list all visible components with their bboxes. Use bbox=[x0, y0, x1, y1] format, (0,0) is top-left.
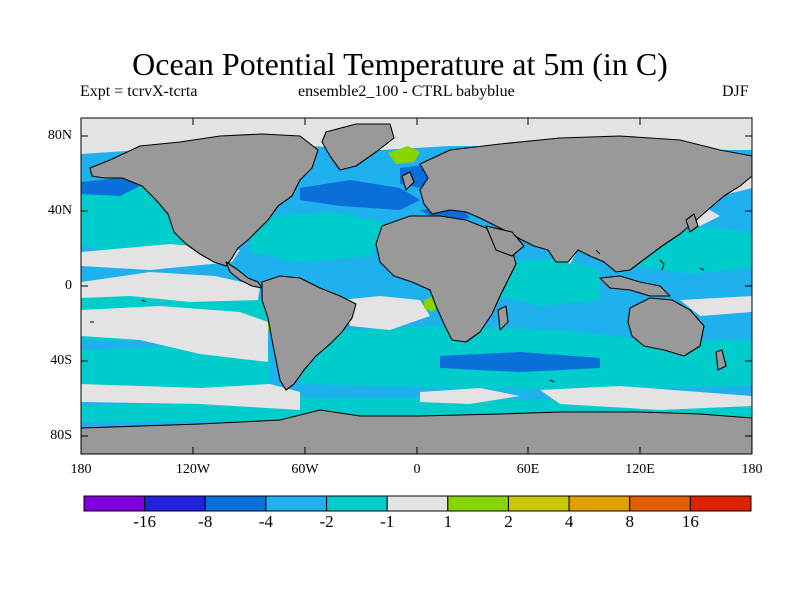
anomaly-region bbox=[500, 258, 600, 306]
greenland-landmass bbox=[321, 123, 395, 171]
colorbar-label: 8 bbox=[625, 512, 634, 531]
colorbar-label: -2 bbox=[319, 512, 334, 531]
anomaly-region bbox=[300, 180, 420, 210]
colorbar-label: -1 bbox=[380, 512, 395, 531]
australia-landmass bbox=[627, 297, 705, 357]
anomaly-region bbox=[250, 212, 385, 262]
colorbar-swatch bbox=[386, 495, 449, 512]
colorbar-label: 16 bbox=[681, 512, 699, 531]
lat-label-40n: 40N bbox=[47, 203, 72, 218]
positive-anomaly-region bbox=[388, 146, 420, 164]
lat-label-80n: 80N bbox=[47, 128, 72, 143]
lon-label-60w: 60W bbox=[291, 462, 319, 477]
new-zealand-landmass bbox=[715, 349, 727, 371]
season-label: DJF bbox=[722, 83, 749, 100]
anomaly-region bbox=[440, 352, 600, 372]
land-masses bbox=[81, 123, 752, 454]
colorbar-swatch bbox=[507, 495, 570, 512]
near-zero-region bbox=[420, 388, 520, 404]
uk-landmass bbox=[401, 171, 415, 191]
lon-label-60e: 60E bbox=[516, 462, 540, 477]
maritime-continent-landmass bbox=[599, 275, 671, 297]
south-america-landmass bbox=[261, 275, 357, 391]
madagascar-landmass bbox=[497, 305, 509, 331]
colorbar-swatch bbox=[629, 495, 691, 512]
lon-tick-marks bbox=[192, 118, 641, 454]
colorbar-swatch bbox=[144, 495, 206, 512]
lon-label-120w: 120W bbox=[175, 462, 211, 477]
lon-label-0: 0 bbox=[413, 462, 421, 477]
near-zero-region bbox=[81, 306, 268, 362]
colorbar-swatch bbox=[689, 495, 752, 512]
colorbar-swatch bbox=[447, 495, 509, 512]
near-zero-region bbox=[81, 384, 300, 410]
island-outline bbox=[699, 267, 705, 271]
island-outline bbox=[595, 249, 601, 255]
colorbar-swatch bbox=[83, 495, 146, 512]
near-zero-region bbox=[680, 296, 752, 316]
colorbar-label: 2 bbox=[504, 512, 513, 531]
colorbar-label: -4 bbox=[258, 512, 273, 531]
near-zero-region bbox=[340, 296, 430, 330]
map-panel bbox=[81, 118, 752, 454]
lat-label-80s: 80S bbox=[50, 428, 72, 443]
experiment-label: Expt = tcrvX-tcrta bbox=[80, 83, 198, 100]
colorbar-label: -8 bbox=[198, 512, 213, 531]
colorbar-label: 1 bbox=[443, 512, 453, 531]
antarctica-landmass bbox=[81, 409, 752, 454]
ensemble-label: ensemble2_100 - CTRL babyblue bbox=[298, 83, 515, 100]
colorbar-swatch bbox=[568, 495, 631, 512]
lat-label-equator: 0 bbox=[65, 278, 72, 293]
island-outlines bbox=[90, 249, 705, 383]
lon-label-120e: 120E bbox=[625, 462, 655, 477]
colorbar bbox=[83, 495, 752, 512]
near-zero-region bbox=[540, 386, 752, 410]
colorbar-label: -16 bbox=[133, 512, 156, 531]
lon-label-180w: 180 bbox=[70, 462, 92, 477]
eurasia-landmass bbox=[419, 135, 752, 273]
north-america-landmass bbox=[89, 133, 319, 267]
japan-landmass bbox=[685, 213, 699, 233]
anomaly-region bbox=[81, 346, 270, 392]
africa-landmass bbox=[375, 215, 517, 343]
lon-label-180e: 180 bbox=[741, 462, 763, 477]
island-outline bbox=[659, 259, 665, 271]
colorbar-label: 4 bbox=[564, 512, 574, 531]
lat-tick-marks bbox=[81, 135, 752, 437]
colorbar-swatch bbox=[204, 495, 267, 512]
island-outline bbox=[141, 299, 147, 303]
arabia-landmass bbox=[485, 225, 525, 257]
colorbar-swatch bbox=[265, 495, 328, 512]
lat-label-40s: 40S bbox=[50, 353, 72, 368]
map-title: Ocean Potential Temperature at 5m (in C) bbox=[132, 46, 668, 82]
island-outline bbox=[549, 379, 555, 383]
anomaly-region bbox=[81, 178, 140, 196]
near-zero-region bbox=[81, 272, 260, 302]
colorbar-swatch bbox=[326, 495, 388, 512]
